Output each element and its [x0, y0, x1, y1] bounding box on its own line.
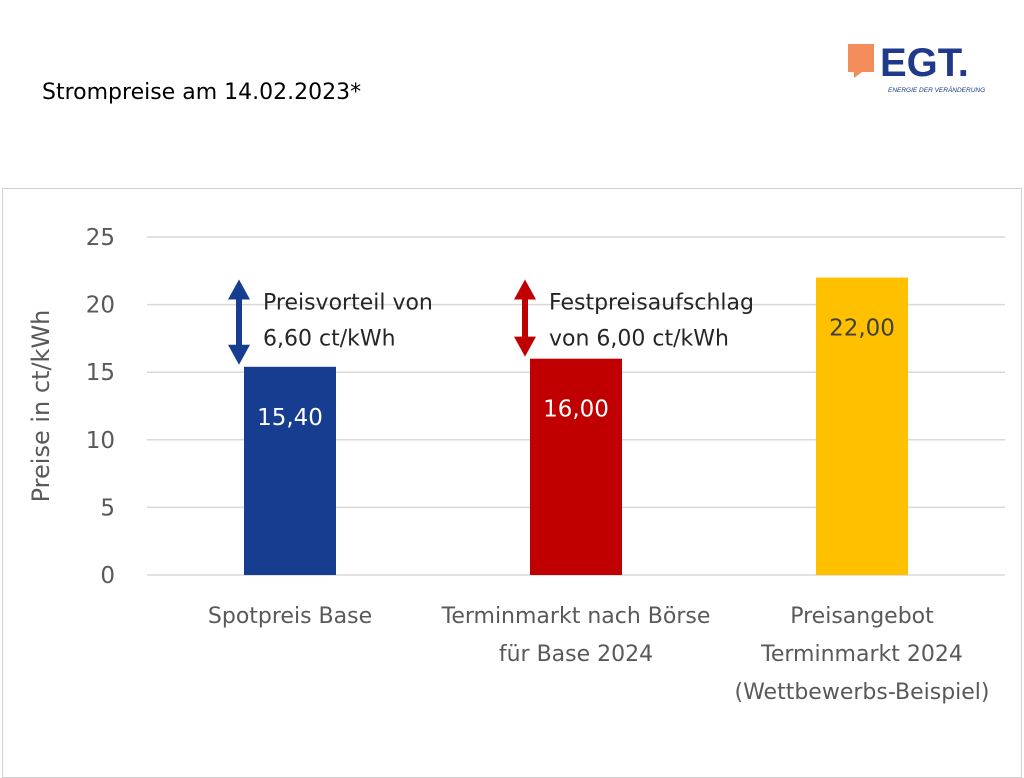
logo-tagline: ENERGIE DER VERÄNDERUNG: [888, 86, 985, 94]
speech-bubble-icon: [848, 44, 874, 78]
arrow-head-down: [514, 336, 536, 357]
bar: [816, 277, 908, 575]
arrow-shaft: [522, 298, 528, 338]
x-tick-label: Preisangebot: [790, 604, 934, 629]
y-tick-label: 10: [86, 428, 115, 454]
x-tick-label: für Base 2024: [499, 642, 653, 667]
annotation-text: 6,60 ct/kWh: [263, 327, 396, 352]
bar: [530, 358, 622, 575]
data-label: 22,00: [829, 316, 895, 342]
y-tick-label: 15: [86, 360, 115, 386]
y-axis-label: Preise in ct/kWh: [27, 310, 55, 503]
x-tick-label: (Wettbewerbs-Beispiel): [735, 680, 990, 705]
y-tick-label: 25: [86, 225, 115, 251]
annotation-text: Preisvorteil von: [263, 291, 433, 316]
annotation-text: Festpreisaufschlag: [549, 291, 754, 316]
annotation-text: von 6,00 ct/kWh: [549, 327, 729, 352]
x-tick-label: Spotpreis Base: [208, 604, 372, 629]
arrow-head-up: [228, 279, 250, 300]
data-label: 16,00: [543, 397, 609, 423]
x-tick-label: Terminmarkt 2024: [760, 642, 963, 667]
logo-brand: EGT.: [880, 41, 969, 85]
arrow-shaft: [236, 298, 242, 346]
y-tick-label: 20: [86, 293, 115, 319]
chart-frame: 0 5 10 15 20 25 Preise in ct/kWh 15,40 Spotpreis…: [2, 188, 1022, 778]
y-tick-label: 5: [100, 495, 115, 521]
y-tick-label: 0: [100, 563, 115, 589]
x-tick-label: Terminmarkt nach Börse: [441, 604, 711, 629]
arrow-head-down: [228, 344, 250, 365]
page-title: Strompreise am 14.02.2023*: [42, 80, 362, 105]
bar: [244, 366, 336, 575]
egt-logo: EGT. ENERGIE DER VERÄNDERUNG: [848, 41, 985, 94]
arrow-head-up: [514, 279, 536, 300]
bar-chart: 0 5 10 15 20 25 Preise in ct/kWh 15,40 Spotpreis…: [27, 225, 1005, 705]
data-label: 15,40: [257, 405, 323, 431]
